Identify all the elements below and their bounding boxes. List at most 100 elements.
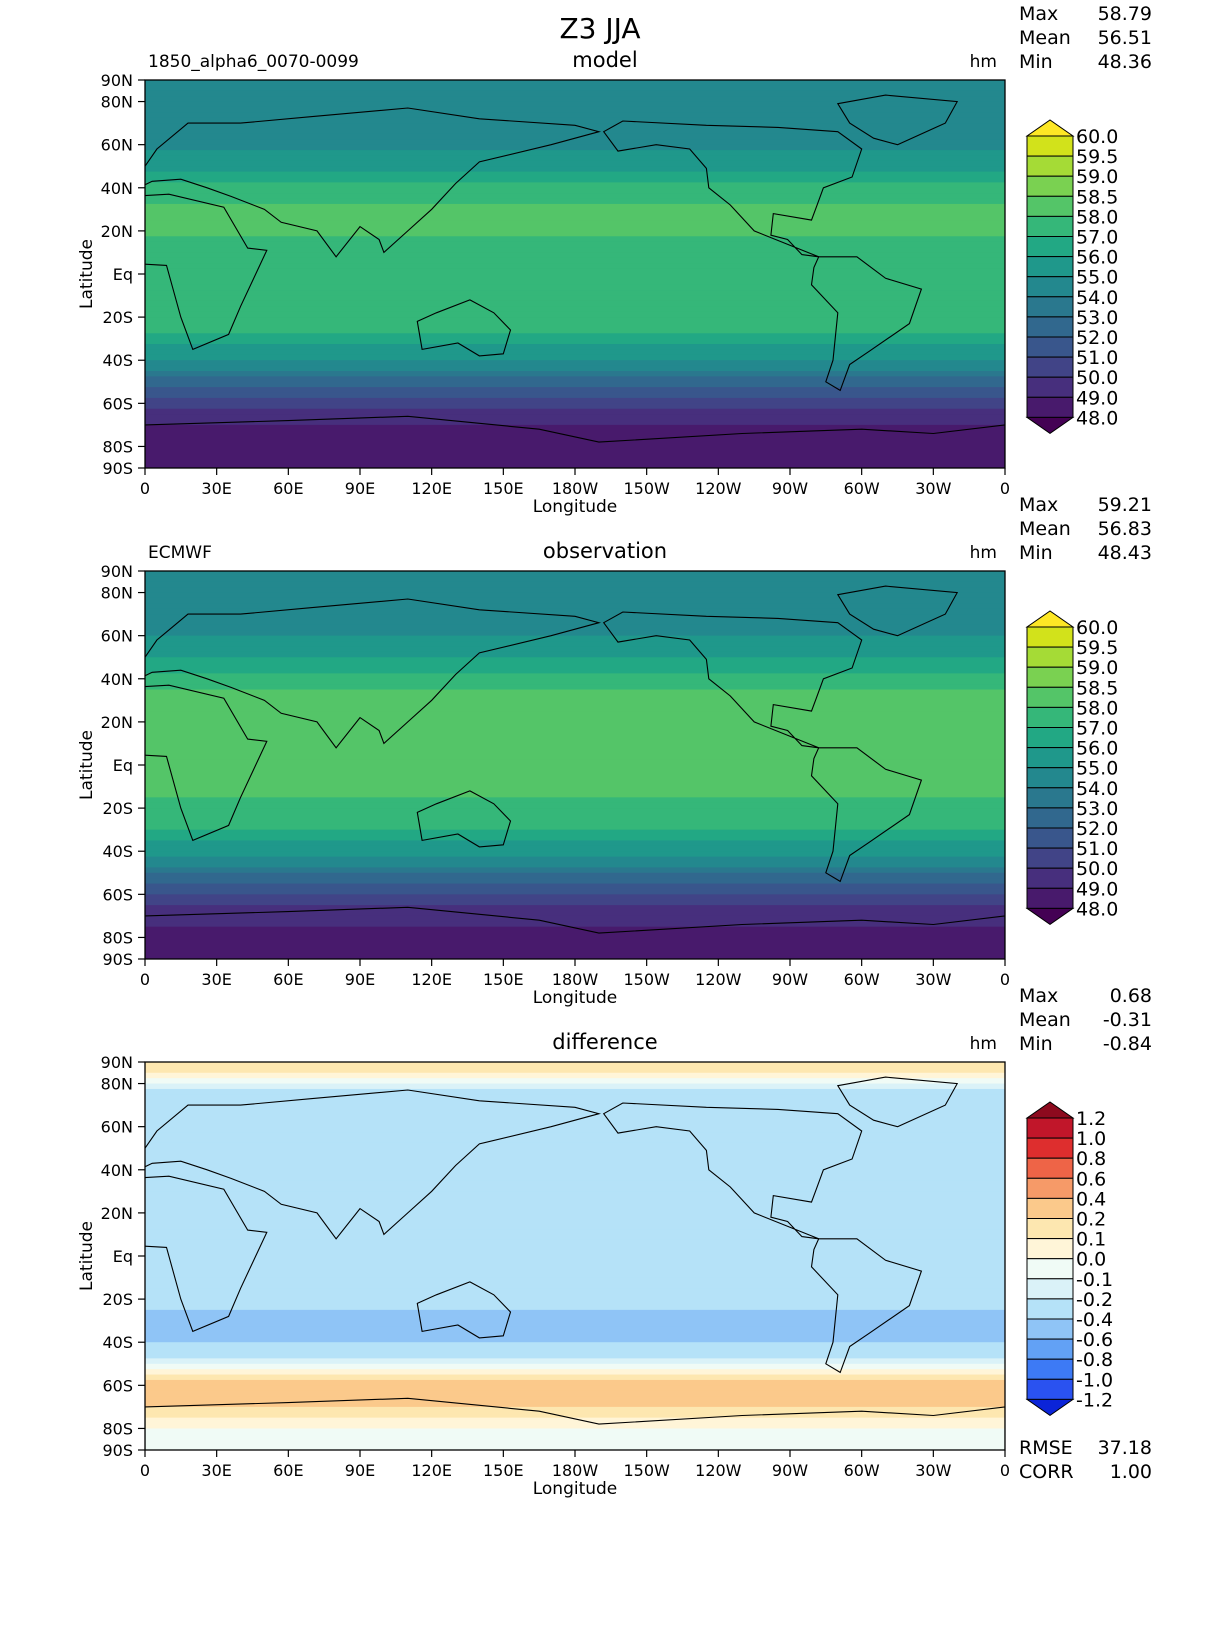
- field-band: [145, 209, 1005, 216]
- x-tick-label: 90W: [772, 1461, 808, 1480]
- colorbar-label: 51.0: [1076, 838, 1118, 860]
- colorbar-bin: [1026, 1218, 1074, 1240]
- colorbar-bin: [1026, 276, 1074, 298]
- colorbar-label: 55.0: [1076, 267, 1118, 289]
- y-axis-label: Latitude: [77, 730, 97, 800]
- field-band: [145, 1207, 1005, 1214]
- field-band: [145, 338, 1005, 345]
- x-tick-label: 120E: [411, 1461, 452, 1480]
- colorbar-bin: [1026, 1338, 1074, 1360]
- figure-title: Z3 JJA: [559, 12, 640, 45]
- field-band: [145, 689, 1005, 696]
- field-band: [145, 592, 1005, 599]
- field-band: [145, 365, 1005, 372]
- x-tick-label: 150E: [483, 479, 524, 498]
- case-label: 1850_alpha6_0070-0099: [148, 52, 359, 72]
- colorbar-label: 59.5: [1076, 637, 1118, 659]
- field-band: [145, 160, 1005, 167]
- y-tick-label: 20N: [101, 1204, 133, 1223]
- field-band: [145, 274, 1005, 280]
- panel-title: difference: [552, 1030, 657, 1054]
- y-tick-label: 60S: [102, 1376, 133, 1395]
- colorbar-label: 56.0: [1076, 247, 1118, 269]
- field-band: [145, 150, 1005, 157]
- field-band: [145, 587, 1005, 594]
- field-band: [145, 845, 1005, 852]
- field-band: [145, 1062, 1005, 1068]
- stat-value: -0.84: [1103, 1033, 1152, 1055]
- field-band: [145, 446, 1005, 453]
- coastline: [145, 415, 1005, 468]
- panel-difference: 90S 80S 60S 40S 20S Eq 20N 40N 60N 80N 90N 0 30E 60E 9…: [77, 985, 1152, 1499]
- field-band: [145, 678, 1005, 685]
- colorbar-label: -0.6: [1076, 1329, 1113, 1351]
- field-band: [145, 1266, 1005, 1273]
- field-band: [145, 759, 1005, 766]
- colorbar-label: 58.5: [1076, 186, 1118, 208]
- field-band: [145, 1105, 1005, 1112]
- stat-label: Max: [1019, 494, 1058, 516]
- colorbar-label: 52.0: [1076, 818, 1118, 840]
- field-band: [145, 651, 1005, 658]
- field-band: [145, 241, 1005, 248]
- stat-value: 1.00: [1110, 1461, 1152, 1483]
- field-band: [145, 230, 1005, 237]
- coastline: [145, 906, 1005, 959]
- coastline: [145, 1089, 602, 1240]
- field-band: [145, 317, 1005, 324]
- colorbar-bin: [1026, 666, 1074, 688]
- field-band: [145, 705, 1005, 712]
- field-observation: [145, 571, 1005, 959]
- field-band: [145, 1153, 1005, 1160]
- field-band: [145, 1358, 1005, 1365]
- field-band: [145, 268, 1005, 275]
- field-band: [145, 1315, 1005, 1322]
- field-band: [145, 1088, 1005, 1095]
- field-band: [145, 1390, 1005, 1397]
- field-band: [145, 236, 1005, 243]
- field-band: [145, 932, 1005, 939]
- field-band: [145, 576, 1005, 583]
- colorbar-bin: [1026, 1358, 1074, 1380]
- stat-label: RMSE: [1019, 1437, 1073, 1459]
- colorbar-bin: [1026, 767, 1074, 789]
- colorbar-top-arrow: [1025, 610, 1075, 628]
- field-band: [145, 322, 1005, 329]
- field-band: [145, 462, 1005, 468]
- field-band: [145, 597, 1005, 604]
- field-band: [145, 1353, 1005, 1359]
- field-band: [145, 1272, 1005, 1279]
- colorbar-label: 56.0: [1076, 738, 1118, 760]
- field-band: [145, 1293, 1005, 1300]
- field-band: [145, 1309, 1005, 1316]
- field-band: [145, 311, 1005, 318]
- field-band: [145, 684, 1005, 691]
- field-band: [145, 1401, 1005, 1408]
- field-band: [145, 139, 1005, 146]
- colorbar-bin: [1026, 296, 1074, 318]
- coastline: [145, 107, 602, 258]
- colorbar-label: 0.1: [1076, 1229, 1106, 1251]
- field-band: [145, 738, 1005, 745]
- colorbar-bin: [1026, 847, 1074, 869]
- field-band: [145, 182, 1005, 189]
- field-band: [145, 1196, 1005, 1203]
- colorbar-label: 0.2: [1076, 1209, 1106, 1231]
- field-band: [145, 457, 1005, 464]
- x-tick-label: 30E: [201, 970, 231, 989]
- panel-title: observation: [543, 539, 667, 563]
- field-band: [145, 571, 1005, 577]
- field-band: [145, 1094, 1005, 1101]
- stat-value: 58.79: [1098, 3, 1152, 25]
- colorbar-bin: [1026, 1238, 1074, 1260]
- field-band: [145, 155, 1005, 162]
- coastline: [416, 299, 512, 357]
- colorbar-label: 50.0: [1076, 858, 1118, 880]
- field-band: [145, 371, 1005, 377]
- field-band: [145, 397, 1005, 404]
- field-band: [145, 1423, 1005, 1430]
- colorbar-bin: [1026, 1177, 1074, 1199]
- field-band: [145, 1137, 1005, 1144]
- stat-value: 56.83: [1098, 518, 1152, 540]
- colorbar-bin: [1026, 867, 1074, 889]
